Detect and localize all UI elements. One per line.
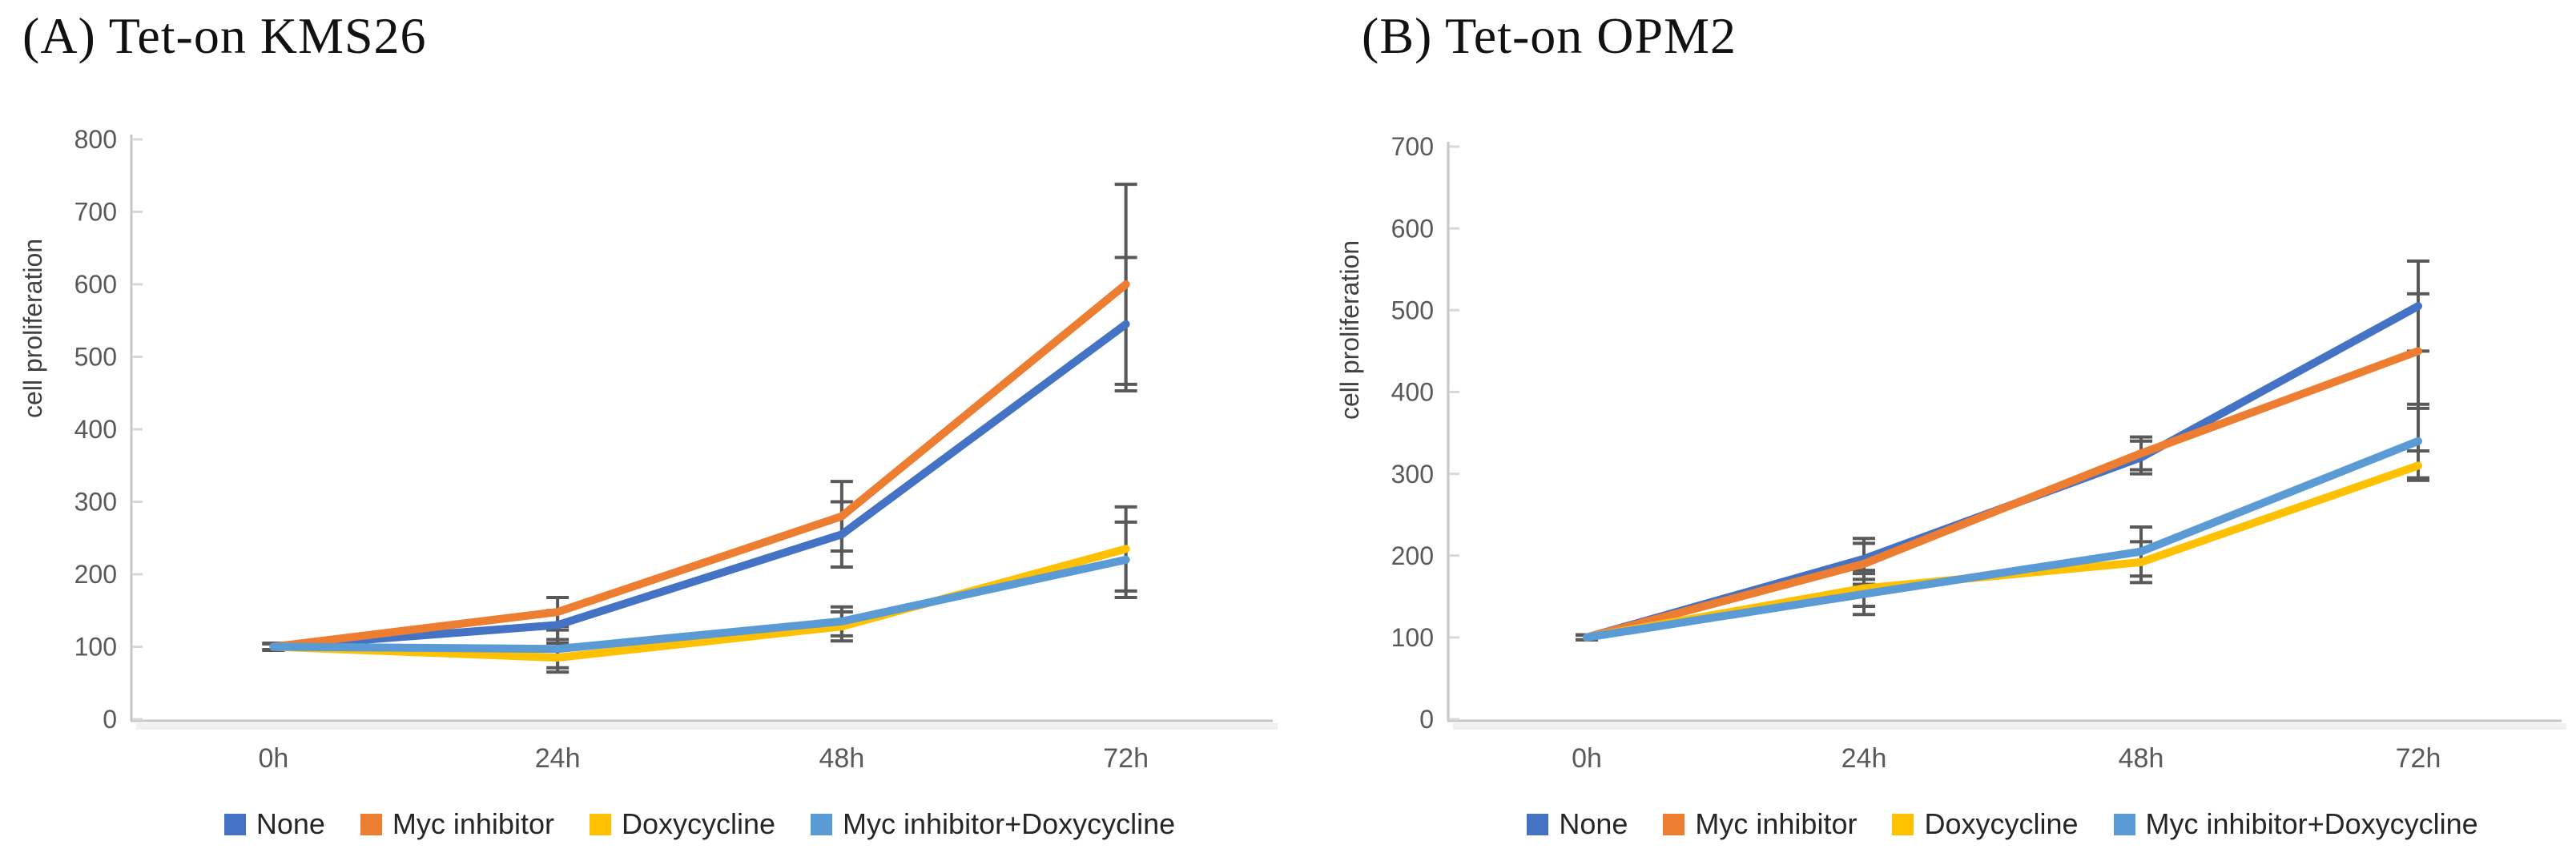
panel-a: (A) Tet-on KMS26 0 100 200 300 400 500 600 700 8… <box>18 7 1278 841</box>
y-tick-label: 0 <box>1419 705 1434 734</box>
chart-a-plot: 0 100 200 300 400 500 600 700 800 cell proliferat… <box>18 125 1278 774</box>
y-axis-title: cell proliferation <box>1335 240 1364 420</box>
x-tick-label: 0h <box>1572 743 1602 774</box>
error-bars <box>1576 260 2429 642</box>
y-tick-label: 0 <box>103 705 117 734</box>
y-tick-label: 800 <box>74 125 117 154</box>
x-tick-label: 24h <box>1841 743 1887 774</box>
legend-item-doxycycline: Doxycycline <box>1892 807 2079 841</box>
y-tick-label: 200 <box>74 560 117 589</box>
y-tick-label: 600 <box>74 270 117 299</box>
legend-item-myc-inhibitor-doxycycline: Myc inhibitor+Doxycycline <box>2113 807 2478 841</box>
y-tick-label: 500 <box>74 343 117 372</box>
legend-label-doxycycline: Doxycycline <box>621 807 776 840</box>
legend-item-doxycycline: Doxycycline <box>589 807 776 841</box>
legend-item-none: None <box>1527 807 1628 841</box>
legend-swatch-none <box>223 813 246 835</box>
legend-label-myc-inhibitor-doxycycline: Myc inhibitor+Doxycycline <box>2145 807 2478 840</box>
y-tick-label: 700 <box>1391 132 1434 161</box>
legend-swatch-myc-inhibitor <box>360 813 382 835</box>
legend-a: None Myc inhibitor Doxycycline Myc inhib… <box>131 807 1268 841</box>
panel-b-title: (B) Tet-on OPM2 <box>1362 7 1737 64</box>
legend-swatch-none <box>1527 813 1549 835</box>
x-tick-label: 24h <box>535 743 581 774</box>
legend-label-doxycycline: Doxycycline <box>1924 807 2079 840</box>
x-tick-label: 0h <box>258 743 288 774</box>
y-tick-label: 500 <box>1391 296 1434 324</box>
y-axis-title: cell proliferation <box>18 239 47 418</box>
y-tick-label: 100 <box>74 633 117 662</box>
legend-item-myc-inhibitor-doxycycline: Myc inhibitor+Doxycycline <box>811 807 1175 841</box>
series-line-none <box>1583 302 2422 642</box>
series-line-myc-inhibitor-doxycycline <box>1583 437 2422 642</box>
legend-label-myc-inhibitor: Myc inhibitor <box>1695 807 1858 840</box>
legend-item-none: None <box>223 807 325 841</box>
legend-swatch-myc-inhibitor-doxycycline <box>811 813 833 835</box>
y-tick-label: 300 <box>1391 460 1434 489</box>
legend-item-myc-inhibitor: Myc inhibitor <box>360 807 554 841</box>
legend-swatch-doxycycline <box>1892 813 1914 835</box>
series-line-myc-inhibitor <box>1583 347 2422 642</box>
y-tick-label: 700 <box>74 198 117 227</box>
x-tick-label: 48h <box>819 743 865 774</box>
legend-b: None Myc inhibitor Doxycycline Myc inhib… <box>1448 807 2557 841</box>
x-tick-label: 72h <box>2396 743 2441 774</box>
legend-swatch-myc-inhibitor <box>1663 813 1685 835</box>
series-line-none <box>269 320 1130 651</box>
panel-b: (B) Tet-on OPM2 0 100 200 300 400 500 600 700 ce… <box>1288 0 2576 865</box>
y-tick-label: 200 <box>1391 541 1434 570</box>
legend-swatch-doxycycline <box>589 813 611 835</box>
y-tick-label: 100 <box>1391 623 1434 652</box>
panel-a-title: (A) Tet-on KMS26 <box>22 7 427 64</box>
legend-label-myc-inhibitor-doxycycline: Myc inhibitor+Doxycycline <box>843 807 1176 840</box>
series-line-myc-inhibitor-doxycycline <box>269 555 1130 654</box>
chart-b-plot: 0 100 200 300 400 500 600 700 cell proliferation… <box>1335 132 2566 774</box>
legend-label-myc-inhibitor: Myc inhibitor <box>392 807 554 840</box>
x-tick-label: 72h <box>1103 743 1149 774</box>
legend-label-none: None <box>1559 807 1628 840</box>
y-tick-label: 300 <box>74 488 117 517</box>
y-tick-label: 400 <box>1391 378 1434 407</box>
x-tick-label: 48h <box>2119 743 2164 774</box>
legend-label-none: None <box>256 807 325 840</box>
y-tick-label: 400 <box>74 415 117 444</box>
legend-swatch-myc-inhibitor-doxycycline <box>2113 813 2135 835</box>
series-line-myc-inhibitor <box>269 280 1130 651</box>
y-tick-label: 600 <box>1391 214 1434 243</box>
error-bars <box>262 183 1137 674</box>
legend-item-myc-inhibitor: Myc inhibitor <box>1663 807 1857 841</box>
